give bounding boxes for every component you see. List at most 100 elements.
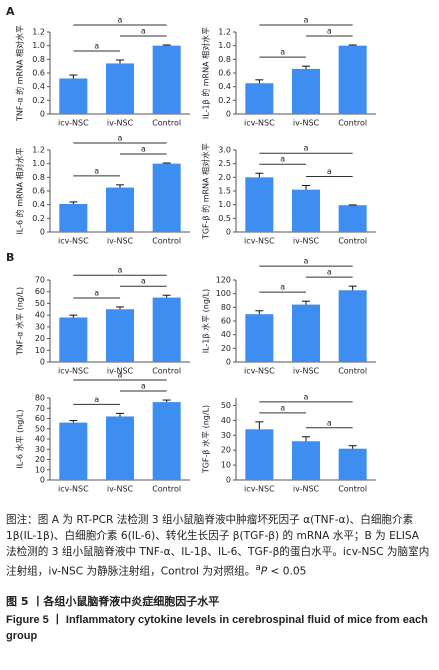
x-tick-label: Control (338, 485, 367, 494)
y-tick-label: 0.8 (218, 55, 231, 64)
y-tick-label: 1.0 (32, 159, 45, 168)
bar (245, 83, 274, 114)
y-tick-label: 2.5 (218, 159, 231, 168)
significance-label: a (141, 26, 146, 35)
bar (152, 297, 181, 362)
bar (59, 203, 88, 232)
significance-label: a (141, 144, 146, 153)
bar (152, 45, 181, 114)
y-tick-label: 0 (40, 110, 45, 119)
y-tick-label: 0 (40, 228, 45, 237)
y-tick-label: 2.0 (218, 173, 231, 182)
significance-label: a (304, 257, 309, 266)
y-tick-label: 50 (35, 424, 45, 433)
note-sup: a (255, 563, 261, 573)
y-axis-label: TNF-α 的 mRNA 相对水平 (15, 25, 25, 122)
x-tick-label: iv-NSC (293, 119, 320, 128)
bar (152, 402, 181, 480)
significance-label: a (280, 283, 285, 292)
x-tick-label: icv-NSC (58, 485, 89, 494)
y-tick-label: 1.0 (218, 41, 231, 50)
x-tick-label: Control (152, 485, 181, 494)
x-tick-label: iv-NSC (293, 485, 320, 494)
error-bar (302, 65, 310, 69)
x-tick-label: iv-NSC (293, 237, 320, 246)
y-tick-label: 0.2 (32, 214, 45, 223)
x-tick-label: iv-NSC (107, 367, 134, 376)
significance-label: a (94, 288, 99, 297)
y-tick-label: 50 (35, 299, 45, 308)
error-bar (255, 310, 264, 315)
significance-label: a (304, 392, 309, 401)
y-tick-label: 40 (221, 416, 231, 425)
x-tick-label: iv-NSC (107, 237, 134, 246)
bar (59, 422, 88, 480)
chart: TNF-α 的 mRNA 相对水平 0 0.2 0.4 0.6 0.8 1.0 1.2 icv-… (15, 15, 190, 128)
significance-label: a (327, 26, 332, 35)
y-axis-label: TNF-α 水平 (ng/L) (15, 287, 25, 356)
error-bar (116, 184, 124, 188)
x-tick-label: iv-NSC (107, 485, 134, 494)
y-tick-label: 60 (221, 317, 231, 326)
y-tick-label: 1.2 (32, 28, 45, 37)
error-bar (302, 185, 310, 190)
y-tick-label: 0 (226, 110, 231, 119)
y-tick-label: 0.4 (32, 200, 45, 209)
y-tick-label: 40 (221, 330, 231, 339)
bar (292, 441, 320, 480)
y-tick-label: 20 (35, 455, 45, 464)
chart: TGF-β 的 mRNA 相对水平 0 0.5 1.0 1.5 2.0 2.5 3.0 icv-… (201, 143, 376, 246)
y-tick-label: 0 (40, 476, 45, 485)
x-tick-label: Control (338, 367, 367, 376)
error-bar (116, 59, 124, 64)
y-tick-label: 30 (35, 445, 45, 454)
significance-label: a (327, 167, 332, 176)
error-bar (69, 74, 78, 79)
error-bar (162, 44, 171, 46)
y-axis-label: IL-6 的 mRNA 相对水平 (15, 147, 25, 234)
figure: A B TNF-α 的 mRNA 相对水平 0 0.2 0.4 0.6 0.8 1.0 1.2… (6, 5, 376, 494)
significance-label: a (304, 144, 309, 153)
bar (152, 163, 181, 232)
bar (106, 309, 134, 362)
y-tick-label: 20 (221, 446, 231, 455)
significance-label: a (94, 395, 99, 404)
significance-label: a (141, 277, 146, 286)
y-tick-label: 120 (216, 276, 231, 285)
y-tick-label: 60 (35, 287, 45, 296)
note-p: P (260, 565, 268, 578)
chart: TNF-α 水平 (ng/L) 0 10 20 30 40 50 60 70 icv-NSC iv-… (15, 266, 190, 376)
bar (338, 45, 367, 114)
significance-label: a (141, 382, 146, 391)
y-tick-label: 0 (226, 228, 231, 237)
y-tick-label: 0.6 (32, 187, 45, 196)
y-tick-label: 1.2 (32, 146, 45, 155)
x-tick-label: Control (152, 237, 181, 246)
error-bar (69, 201, 78, 204)
error-bar (69, 420, 78, 423)
error-bar (116, 306, 124, 310)
bar (106, 187, 134, 232)
error-bar (302, 436, 310, 442)
y-tick-label: 30 (35, 322, 45, 331)
x-tick-label: icv-NSC (244, 119, 275, 128)
y-tick-label: 0.8 (32, 173, 45, 182)
x-tick-label: Control (152, 367, 181, 376)
bar (245, 314, 274, 362)
y-tick-label: 100 (216, 289, 231, 298)
y-tick-label: 70 (35, 276, 45, 285)
y-tick-label: 0 (226, 358, 231, 367)
bar (338, 290, 367, 362)
chart: IL-1β 的 mRNA 相对水平 0 0.2 0.4 0.6 0.8 1.0 1.2 icv-… (201, 15, 376, 128)
y-tick-label: 30 (221, 431, 231, 440)
y-tick-label: 10 (221, 461, 231, 470)
x-tick-label: Control (338, 237, 367, 246)
error-bar (255, 172, 264, 178)
bar (292, 304, 320, 362)
x-tick-label: Control (338, 119, 367, 128)
y-axis-label: IL-1β 水平 (ng/L) (201, 289, 211, 353)
y-tick-label: 0.2 (218, 96, 231, 105)
error-bar (255, 79, 264, 84)
y-tick-label: 20 (35, 334, 45, 343)
y-tick-label: 50 (221, 401, 231, 410)
